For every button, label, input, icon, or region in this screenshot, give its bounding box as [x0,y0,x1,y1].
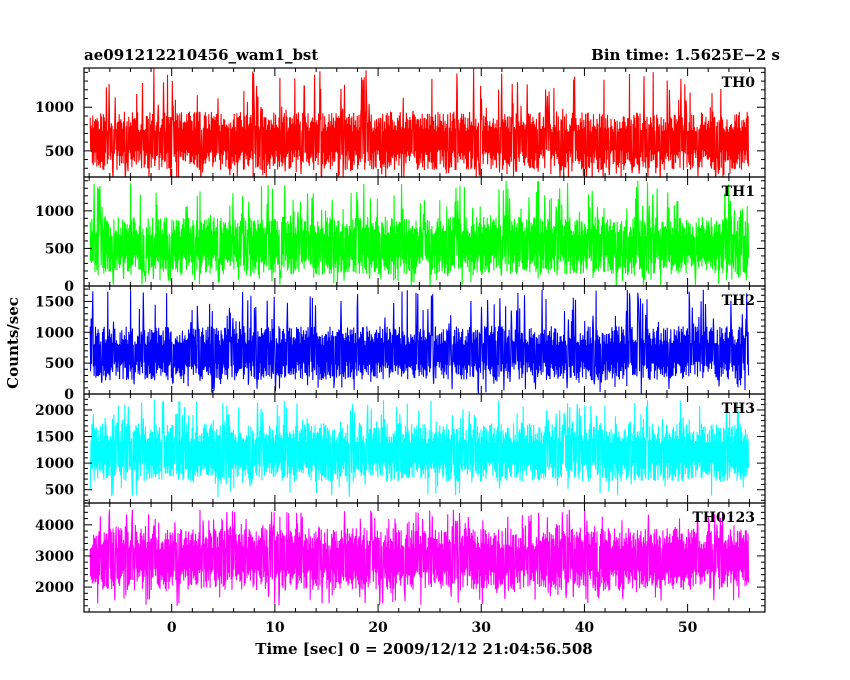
y-axis-label: Counts/sec [4,297,22,389]
panel-frame [83,502,766,613]
x-axis-label: Time [sec] 0 = 2009/12/12 21:04:56.508 [255,640,592,658]
panel-th2: 0 500 1000 1500 TH2 [35,285,766,403]
panel-label-th1: TH1 [722,184,755,200]
y-tick-label: 4000 [35,518,74,534]
series-th3-line [89,399,750,498]
x-tick-label: 0 [167,620,177,636]
x-tick-label: 20 [368,620,388,636]
y-tick-label: 1000 [35,456,74,472]
series-th0123-line [89,509,750,606]
y-tick-label: 0 [64,279,74,295]
x-tick-label: 50 [678,620,698,636]
panel-label-th3: TH3 [722,401,755,417]
series-th1-line [89,180,750,286]
y-tick-label: 2000 [35,403,74,419]
panel-label-th0123: TH0123 [692,510,755,526]
panel-th0: 500 1000 TH0 [35,67,766,178]
y-tick-label: 500 [45,144,74,160]
y-tick-label: 2000 [35,580,74,596]
panel-th3: 500 1000 1500 2000 TH3 [35,393,766,504]
y-tick-label: 1500 [35,430,74,446]
y-tick-label: 500 [45,356,74,372]
y-tick-label: 500 [45,241,74,257]
x-tick-label: 10 [265,620,285,636]
panel-label-th0: TH0 [722,75,756,91]
chart-title: ae091212210456_wam1_bst [84,46,318,64]
x-tick-label: 40 [575,620,595,636]
y-tick-label: 0 [64,387,74,403]
panel-th1: 0 500 1000 TH1 [35,176,766,295]
y-tick-label: 1000 [35,100,74,116]
y-tick-label: 3000 [35,549,74,565]
y-tick-label: 1500 [35,294,74,310]
x-tick-label: 30 [472,620,492,636]
y-tick-label: 1000 [35,204,74,220]
y-tick-label: 500 [45,483,74,499]
series-th0-line [89,68,750,177]
chart-subtitle: Bin time: 1.5625E−2 s [591,46,780,64]
panel-label-th2: TH2 [722,293,755,309]
panel-th0123: 2000 3000 4000 TH0123 [35,502,766,613]
series-th2-line [89,289,750,394]
y-tick-label: 1000 [35,325,74,341]
